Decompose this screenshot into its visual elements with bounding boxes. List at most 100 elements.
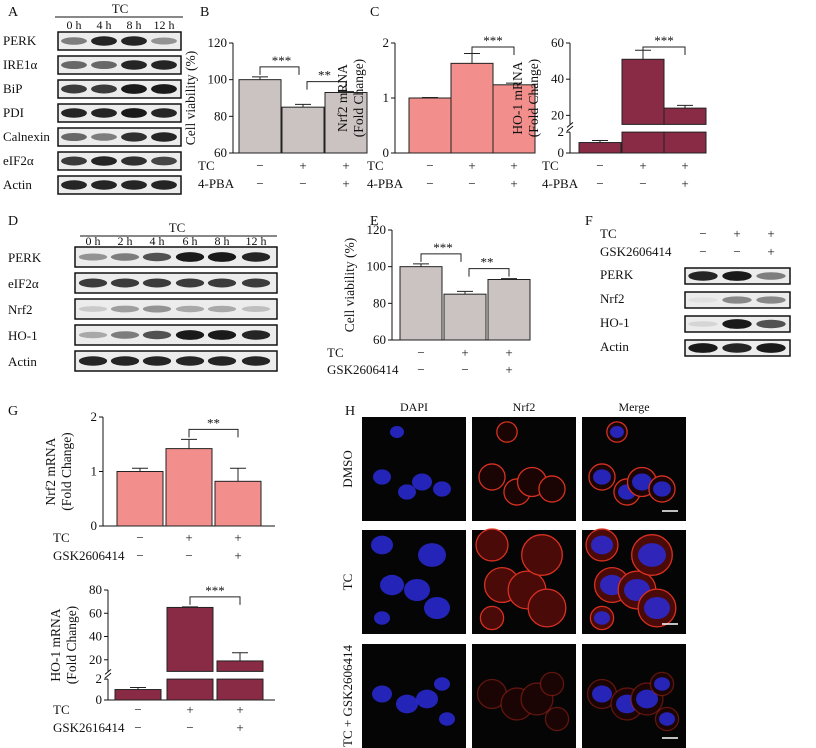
y-tick-label: 60 [373, 332, 386, 347]
blot-row-label: PERK [3, 33, 37, 48]
y-tick-label: 1 [383, 90, 390, 105]
blot-band [688, 271, 718, 281]
blot-row-label: HO-1 [600, 315, 630, 330]
microscopy-row-label: TC [340, 574, 355, 591]
microscopy-column-label: DAPI [400, 400, 428, 414]
blot-band [688, 321, 718, 327]
blot-band [207, 252, 237, 262]
blot-strip [57, 175, 182, 195]
blot-band [151, 132, 177, 142]
cell-nucleus [424, 596, 450, 620]
blot-band [78, 331, 108, 339]
condition-label: TC [367, 158, 384, 173]
blot-band [61, 108, 87, 118]
y-tick-label: 120 [208, 35, 228, 50]
bar [165, 448, 213, 527]
bar [621, 58, 665, 125]
panel-label: H [345, 404, 355, 419]
cell-membrane [544, 706, 570, 732]
blot-band [121, 36, 147, 46]
blot-band [61, 37, 87, 45]
condition-sign: − [185, 548, 192, 563]
condition-label: TC [198, 158, 215, 173]
blot-band [121, 108, 147, 118]
blot-band [78, 253, 108, 261]
error-bar [232, 652, 248, 661]
blot-row-label: eIF2α [3, 153, 34, 168]
blot-band [241, 306, 271, 312]
blot-band [91, 133, 117, 141]
condition-sign: − [699, 244, 706, 259]
condition-sign: + [299, 158, 306, 173]
chart-G1: 0 1 2 Nrf2 mRNA (Fold Change) ** TC − + + GSK26064… [43, 409, 275, 563]
blot-band [61, 84, 87, 94]
bar [216, 660, 264, 672]
blot-band [61, 180, 87, 190]
axis-break-mark [104, 669, 112, 679]
bar-lower [663, 131, 707, 154]
blot-band [91, 156, 117, 166]
blot-band [91, 61, 117, 69]
condition-sign: + [733, 226, 740, 241]
significance-bracket [642, 46, 686, 55]
condition-sign: − [299, 176, 306, 191]
significance-bracket [468, 268, 510, 277]
condition-sign: + [342, 158, 349, 173]
y-tick-label: 100 [208, 72, 228, 87]
cell-nucleus [380, 574, 404, 596]
condition-sign: + [185, 530, 192, 545]
panel-label: G [8, 404, 18, 419]
blot-group-label: TC [169, 220, 186, 235]
y-tick-label: 0 [96, 692, 103, 707]
chart-C2: 0 2 20 40 60 HO-1 mRNA (Fold Change) *** TC − + +4-… [510, 33, 707, 191]
panel-label: D [8, 214, 18, 229]
condition-sign: + [767, 226, 774, 241]
bar [281, 106, 325, 154]
panel-label: B [200, 5, 209, 20]
blot-band [207, 305, 237, 313]
micrograph [362, 417, 466, 521]
condition-sign: + [505, 362, 512, 377]
cell-nucleus [418, 543, 446, 567]
y-axis-label: HO-1 mRNA [510, 61, 525, 134]
bar [399, 266, 443, 341]
y-tick-label: 20 [89, 652, 102, 667]
cell-nucleus [404, 578, 430, 602]
blot-band [756, 343, 786, 353]
error-bar [457, 290, 473, 295]
blot-band [142, 305, 172, 313]
blot-band [121, 180, 147, 190]
blot-strip [57, 55, 182, 75]
y-tick-label: 100 [367, 259, 387, 274]
significance-bracket [259, 66, 300, 75]
cell-membrane [475, 528, 509, 562]
cell-nucleus [412, 473, 432, 491]
chart-C1: 0 1 2 Nrf2 mRNA (Fold Change) *** TC − + +4-PBA − −… [335, 33, 536, 191]
cell-membrane [478, 463, 506, 491]
blot-band [91, 108, 117, 118]
blot-band [151, 60, 177, 70]
cell-nucleus [592, 685, 612, 703]
condition-sign: − [256, 176, 263, 191]
y-axis-label: HO-1 mRNA [48, 608, 63, 681]
condition-label: TC [53, 530, 70, 545]
error-bar [592, 139, 608, 143]
cell-nucleus [396, 694, 418, 714]
error-bar [132, 467, 148, 472]
blot-band [110, 253, 140, 261]
bar [324, 92, 368, 154]
bar [238, 79, 282, 154]
blot-band [121, 132, 147, 142]
y-tick-label: 80 [89, 582, 102, 597]
condition-sign: − [426, 158, 433, 173]
blot-band [142, 330, 172, 340]
microscopy-row-label: DMSO [340, 450, 355, 488]
cell-nucleus [644, 596, 670, 620]
significance-label: *** [272, 53, 292, 68]
bar [492, 84, 536, 154]
blot-row-label: Calnexin [3, 129, 50, 144]
blot-row-label: IRE1α [3, 57, 37, 72]
blot-band [175, 278, 205, 288]
blot-strip [57, 127, 182, 147]
y-tick-label: 40 [89, 629, 102, 644]
